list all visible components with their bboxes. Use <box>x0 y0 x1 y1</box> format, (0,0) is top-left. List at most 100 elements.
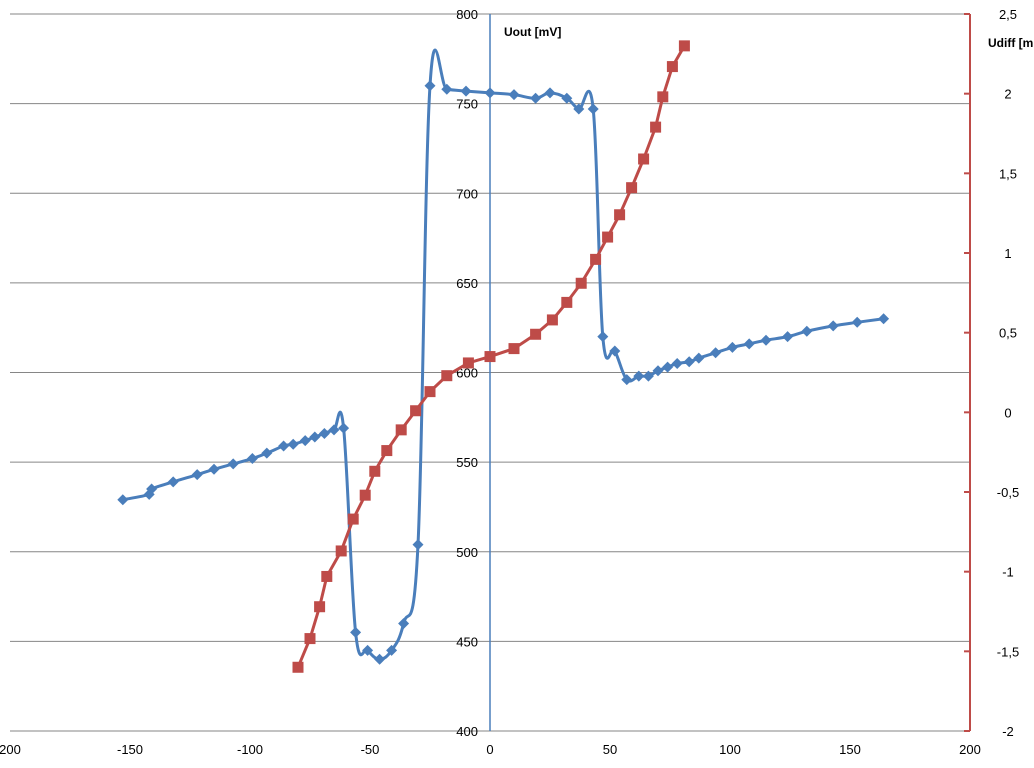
left-axis-ticks: 400 450 500 550 600 650 700 750 800 <box>456 7 478 739</box>
data-point <box>638 153 650 165</box>
data-point <box>614 209 626 221</box>
data-point <box>546 314 558 326</box>
data-point <box>227 458 239 470</box>
data-point <box>657 91 669 103</box>
data-point <box>441 83 453 95</box>
data-point <box>508 89 520 101</box>
right-tick-label: -0,5 <box>997 485 1019 500</box>
x-tick-label: 200 <box>0 742 21 757</box>
data-point <box>652 365 664 377</box>
x-tick-label: 200 <box>959 742 981 757</box>
data-point <box>782 331 794 343</box>
x-tick-label: 150 <box>839 742 861 757</box>
data-point <box>304 633 316 645</box>
data-point <box>760 334 772 346</box>
data-point <box>261 447 273 459</box>
series-line <box>122 48 884 661</box>
data-point <box>381 445 393 457</box>
right-tick-label: -2 <box>1002 724 1014 739</box>
data-point <box>292 661 304 673</box>
data-point <box>726 341 738 353</box>
data-point <box>395 424 407 436</box>
right-tick-label: 0 <box>1004 405 1011 420</box>
data-point <box>851 316 863 328</box>
data-point <box>530 92 542 104</box>
x-tick-label: 0 <box>486 742 493 757</box>
data-point <box>575 277 587 289</box>
data-point <box>287 438 299 450</box>
data-point <box>743 338 755 350</box>
data-point <box>642 370 654 382</box>
data-point <box>412 539 424 551</box>
series-layer <box>117 40 890 673</box>
data-point <box>587 103 599 115</box>
data-point <box>626 182 638 194</box>
data-point <box>369 465 381 477</box>
data-point <box>710 347 722 359</box>
data-point <box>827 320 839 332</box>
data-point <box>801 325 813 337</box>
data-point <box>410 405 422 417</box>
data-point <box>362 644 374 656</box>
data-point <box>314 601 326 613</box>
data-point <box>693 352 705 364</box>
right-tick-label: 0,5 <box>999 326 1017 341</box>
data-point <box>573 103 585 115</box>
data-point <box>208 463 220 475</box>
data-point <box>350 626 362 638</box>
data-point <box>484 351 496 363</box>
data-point <box>462 357 474 369</box>
data-point <box>117 494 129 506</box>
data-point <box>561 296 573 308</box>
x-tick-label: -100 <box>237 742 263 757</box>
data-point <box>328 424 340 436</box>
right-tick-label: 1,5 <box>999 166 1017 181</box>
data-point <box>386 644 398 656</box>
data-point <box>299 435 311 447</box>
data-point <box>590 253 602 265</box>
data-point <box>191 469 203 481</box>
right-tick-label: 1 <box>1004 246 1011 261</box>
left-tick-label: 400 <box>456 724 478 739</box>
x-tick-label: 50 <box>603 742 617 757</box>
data-point <box>321 570 333 582</box>
x-tick-label: -50 <box>361 742 380 757</box>
right-tick-label: -1,5 <box>997 644 1019 659</box>
data-point <box>167 476 179 488</box>
data-point <box>359 489 371 501</box>
left-axis-title: Uout [mV] <box>504 25 561 39</box>
data-point <box>621 374 633 386</box>
right-tick-label: -1 <box>1002 565 1014 580</box>
left-tick-label: 550 <box>456 455 478 470</box>
data-point <box>597 331 609 343</box>
data-point <box>309 431 321 443</box>
right-tick-label: 2 <box>1004 87 1011 102</box>
left-tick-label: 700 <box>456 186 478 201</box>
data-point <box>374 653 386 665</box>
data-point <box>602 231 614 243</box>
data-point <box>671 358 683 370</box>
data-point <box>544 87 556 99</box>
left-tick-label: 800 <box>456 7 478 22</box>
data-point <box>424 80 436 92</box>
x-axis-ticks: 200 -150 -100 -50 0 50 100 150 200 <box>0 742 981 757</box>
left-tick-label: 650 <box>456 276 478 291</box>
data-point <box>146 483 158 495</box>
data-point <box>678 40 690 52</box>
data-point <box>508 343 520 355</box>
data-point <box>662 361 674 373</box>
data-point <box>666 61 678 73</box>
x-tick-label: -150 <box>117 742 143 757</box>
data-point <box>424 386 436 398</box>
right-axis-title: Udiff [m <box>988 36 1033 50</box>
data-point <box>633 370 645 382</box>
right-axis-ticks: -2 -1,5 -1 -0,5 0 0,5 1 1,5 2 2,5 <box>964 7 1019 739</box>
right-tick-label: 2,5 <box>999 7 1017 22</box>
data-point <box>246 453 258 465</box>
data-point <box>441 370 453 382</box>
data-point <box>484 87 496 99</box>
data-point <box>609 345 621 357</box>
data-point <box>335 545 347 557</box>
data-point <box>338 422 350 434</box>
